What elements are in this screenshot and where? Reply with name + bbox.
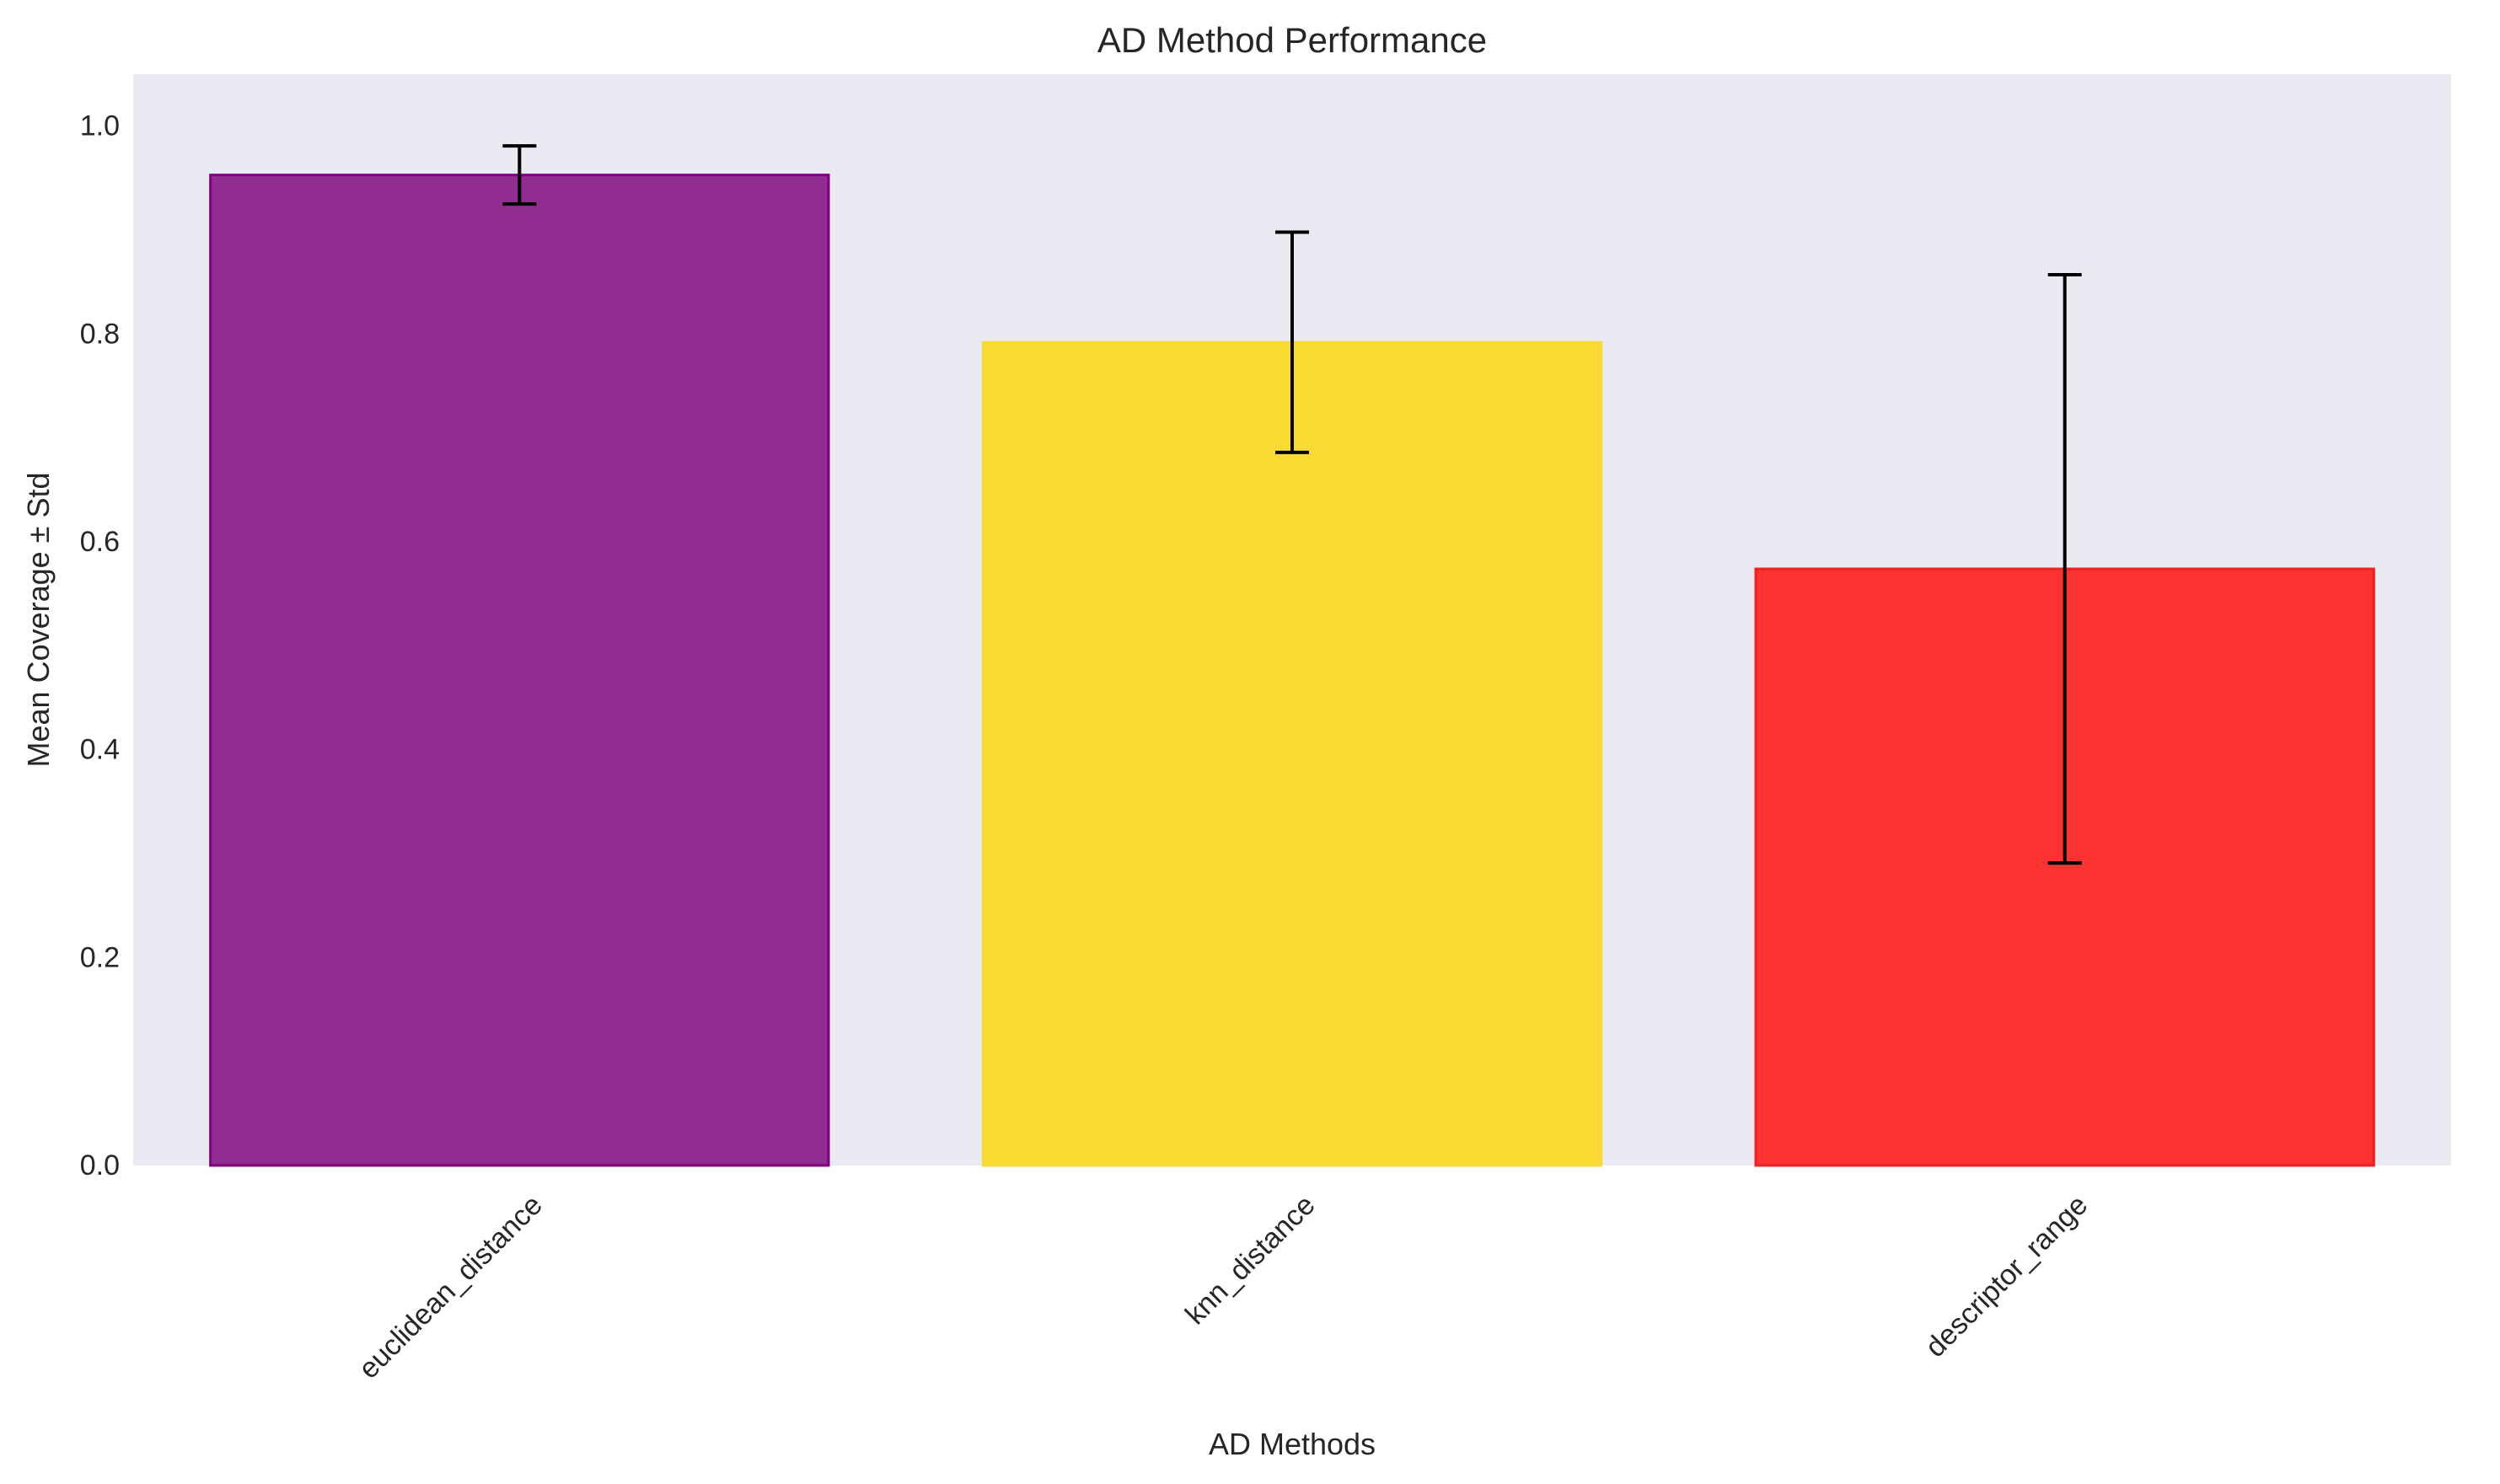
error-bar-descriptor_range bbox=[2047, 273, 2082, 865]
chart-title: AD Method Performance bbox=[1097, 20, 1487, 60]
y-tick-label: 0.8 bbox=[80, 318, 120, 350]
bar-euclidean_distance bbox=[209, 174, 830, 1167]
y-tick-label: 0.6 bbox=[80, 526, 120, 558]
y-axis-label: Mean Coverage ± Std bbox=[21, 473, 56, 768]
error-bars-layer bbox=[502, 144, 2082, 865]
y-tick-label: 0.0 bbox=[80, 1149, 120, 1181]
y-tick-label: 1.0 bbox=[80, 110, 120, 142]
x-axis-label: AD Methods bbox=[1209, 1427, 1376, 1461]
bars-layer bbox=[209, 174, 2375, 1167]
y-tick-label: 0.2 bbox=[80, 941, 120, 973]
error-bar-knn_distance bbox=[1275, 230, 1309, 454]
y-axis-ticks: 0.0 0.2 0.4 0.6 0.8 1.0 bbox=[80, 110, 120, 1181]
error-bar-euclidean_distance bbox=[502, 144, 537, 206]
bar-knn_distance bbox=[981, 340, 1603, 1167]
y-tick-label: 0.4 bbox=[80, 734, 120, 766]
